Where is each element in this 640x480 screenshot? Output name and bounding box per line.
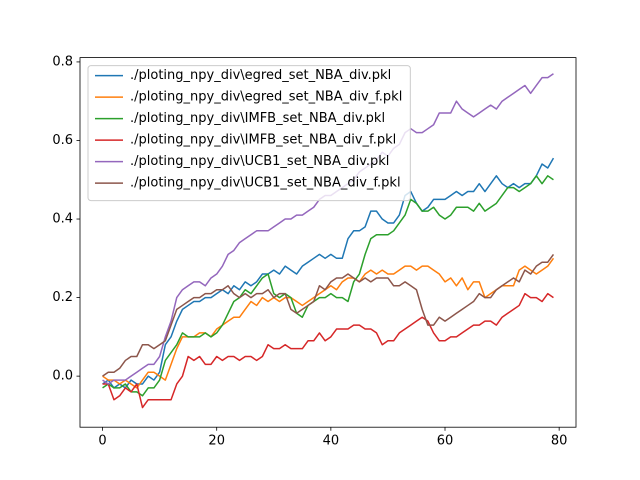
y-tick-label: 0.8 <box>52 54 73 69</box>
x-tick-label: 40 <box>323 434 340 449</box>
series-line <box>102 175 554 397</box>
series-line <box>102 157 555 389</box>
y-tick-label: 0.6 <box>52 133 73 148</box>
legend-label: ./ploting_npy_div\IMFB_set_NBA_div_f.pkl <box>130 133 396 148</box>
legend-label: ./ploting_npy_div\UCB1_set_NBA_div.pkl <box>130 154 389 169</box>
y-tick-label: 0.0 <box>52 369 73 384</box>
x-tick-label: 60 <box>437 434 454 449</box>
plot-frame <box>79 57 577 428</box>
y-tick-label: 0.4 <box>52 212 73 227</box>
series-line <box>102 292 554 409</box>
legend-label: ./ploting_npy_div\egred_set_NBA_div.pkl <box>130 68 391 83</box>
legend-label: ./ploting_npy_div\IMFB_set_NBA_div.pkl <box>130 111 385 126</box>
x-tick-label: 0 <box>98 434 106 449</box>
legend-box <box>87 65 411 202</box>
legend-label: ./ploting_npy_div\UCB1_set_NBA_div_f.pkl <box>130 176 401 191</box>
legend-label: ./ploting_npy_div\egred_set_NBA_div_f.pk… <box>130 90 402 105</box>
series-line <box>102 257 555 389</box>
legend: ./ploting_npy_div\egred_set_NBA_div.pkl.… <box>87 65 411 202</box>
series-line <box>102 253 555 377</box>
x-tick-label: 80 <box>551 434 568 449</box>
x-tick-label: 20 <box>208 434 225 449</box>
y-tick-label: 0.2 <box>52 290 73 305</box>
